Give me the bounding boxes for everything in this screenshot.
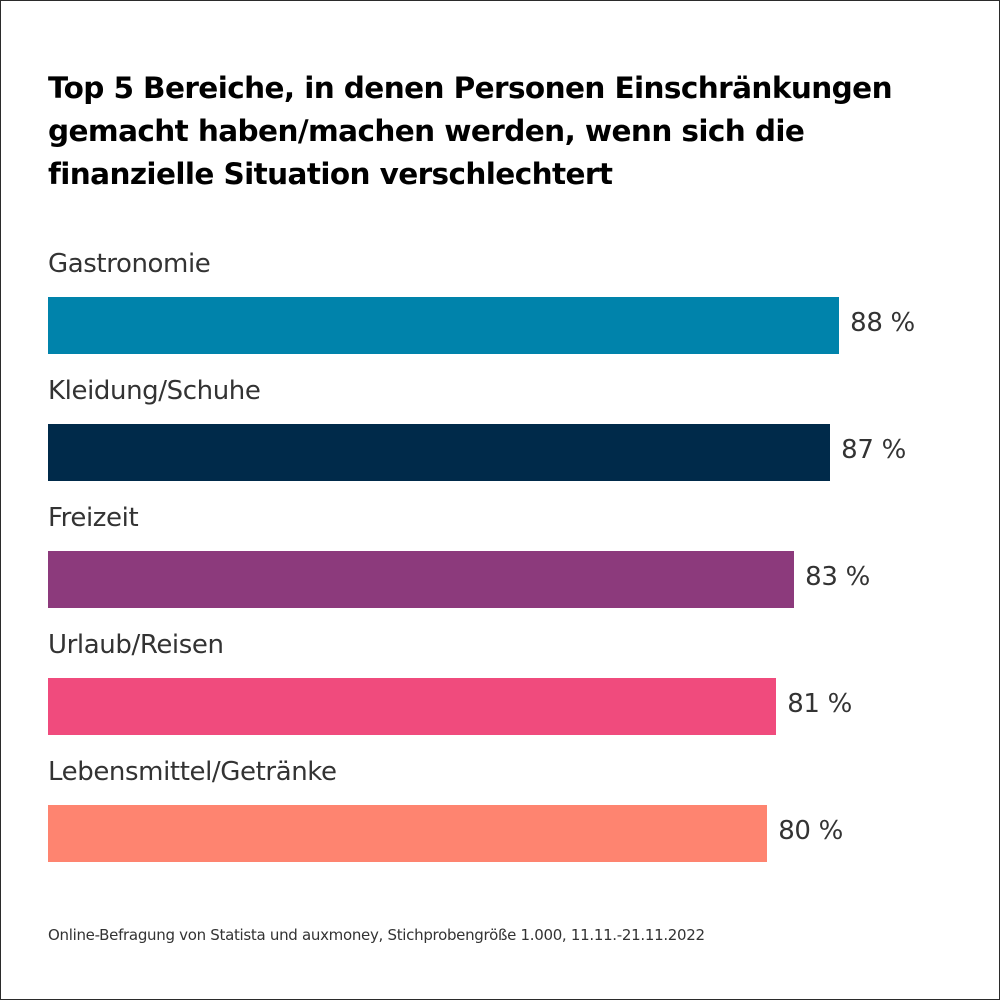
category-label: Lebensmittel/Getränke [48,757,337,787]
source-note: Online-Befragung von Statista und auxmon… [48,926,705,944]
value-label: 88 % [850,308,915,338]
bar [48,297,840,354]
value-label: 81 % [787,689,853,719]
bar [48,678,777,735]
bar [48,805,768,862]
category-label: Urlaub/Reisen [48,630,224,660]
category-label: Gastronomie [48,249,211,279]
value-label: 87 % [841,435,906,465]
value-label: 83 % [805,562,871,592]
category-label: Freizeit [48,503,139,533]
category-label: Kleidung/Schuhe [48,376,261,406]
chart-title: Top 5 Bereiche, in denen Personen Einsch… [48,71,893,191]
value-label: 80 % [778,816,844,846]
bar [48,424,831,481]
bar [48,551,795,608]
